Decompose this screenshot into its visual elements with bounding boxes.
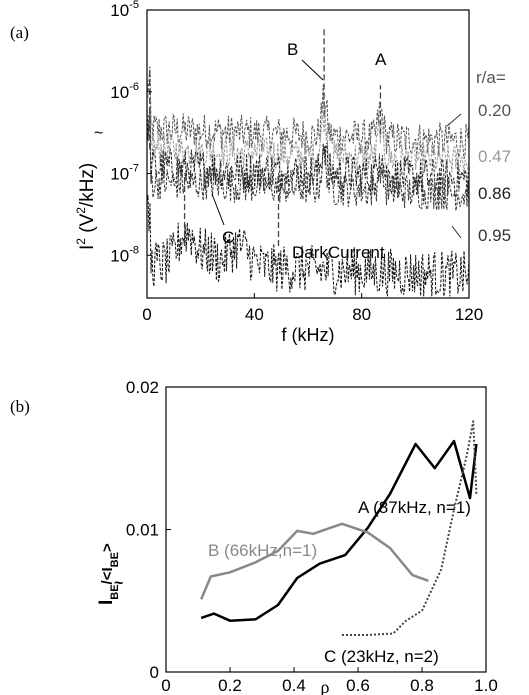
panel-b-y-axis-label: IBE/<IBE> <box>96 543 121 605</box>
panel-b-series-line <box>200 522 429 600</box>
legend-entry: 0.20 <box>478 101 511 120</box>
legend-arrow <box>446 113 462 127</box>
panel-a-x-tick-label: 0 <box>142 305 151 324</box>
panel-b-y-tick-label: 0.02 <box>126 378 159 397</box>
panel-b-x-tick-label: 0 <box>161 676 170 695</box>
panel-b-series-line <box>200 439 478 622</box>
legend-entry: 0.86 <box>478 184 511 203</box>
panel-a-x-tick-label: 40 <box>245 305 264 324</box>
panel-a-x-ticks: 0 40 80 120 <box>142 293 483 324</box>
panel-a: (a) 0 40 80 120 10-5 10-6 10-7 10-8 f (kHz) I2… <box>10 0 511 345</box>
panel-b-x-tick-label: 0.4 <box>282 676 306 695</box>
panel-b: (b) 0 0.2 0.4 0.6 0.8 1.0 0 0.01 0.02 ρ IBE/<IB… <box>10 378 498 695</box>
peak-annotation: A <box>375 50 387 69</box>
panel-b-y-tick-label: 0.01 <box>126 521 159 540</box>
panel-b-series-line <box>342 420 478 636</box>
panel-a-y-ticks: 10-5 10-6 10-7 10-8 <box>110 0 152 265</box>
series-label: C (23kHz, n=2) <box>324 647 439 666</box>
panel-b-y-tick-label: 0 <box>150 663 159 682</box>
peak-annotation: C <box>222 228 234 247</box>
annotation-arrow <box>211 193 225 226</box>
panel-a-x-tick-label: 120 <box>455 305 483 324</box>
panel-a-series-line <box>146 195 470 297</box>
svg-text:I2 (V2/kHz): I2 (V2/kHz) <box>74 163 98 250</box>
annotation-arrow <box>301 59 324 81</box>
panel-b-x-tick-label: 0.6 <box>346 676 370 695</box>
panel-a-y-tick-label: 10-7 <box>110 163 139 184</box>
dark-current-label: DarkCurrent <box>292 243 385 262</box>
panel-a-x-axis-label: f (kHz) <box>282 325 335 345</box>
panel-b-label: (b) <box>10 397 30 416</box>
legend-entry: 0.47 <box>478 147 511 166</box>
panel-a-series-line <box>146 66 470 160</box>
panel-a-y-tick-label: 10-5 <box>110 0 139 20</box>
panel-a-frame <box>146 9 470 299</box>
panel-a-y-tick-label: 10-8 <box>110 244 139 265</box>
legend-title: r/a= <box>476 68 506 87</box>
series-label: A (87kHz, n=1) <box>358 498 471 517</box>
panel-b-x-tick-label: 0.2 <box>218 676 242 695</box>
svg-text:IBE/<IBE>: IBE/<IBE> <box>96 543 121 605</box>
panel-a-y-axis-label: I2 (V2/kHz) <box>74 163 98 250</box>
panel-a-series-line <box>146 105 470 198</box>
panel-b-x-tick-label: 1.0 <box>474 676 498 695</box>
panel-b-x-axis-label: ρ <box>321 677 330 695</box>
panel-a-y-tick-label: 10-6 <box>110 81 139 102</box>
panel-a-legend: 0.20 0.47 0.86 0.95 <box>446 101 511 245</box>
panel-b-series-labels: A (87kHz, n=1) B (66kHz,n=1) C (23kHz, n=2… <box>208 498 471 666</box>
legend-entry: 0.95 <box>478 226 511 245</box>
panel-b-x-ticks: 0 0.2 0.4 0.6 0.8 1.0 <box>161 667 498 695</box>
panel-a-annotations: B A C DarkCurrent <box>211 40 387 262</box>
peak-annotation: B <box>287 40 298 59</box>
panel-b-x-tick-label: 0.8 <box>410 676 434 695</box>
panel-b-tilde: ~ <box>114 575 123 592</box>
legend-arrow <box>451 225 462 239</box>
series-label: B (66kHz,n=1) <box>208 541 317 560</box>
panel-a-x-tick-label: 80 <box>352 305 371 324</box>
panel-b-plot-area <box>200 420 478 636</box>
panel-a-label: (a) <box>10 23 29 42</box>
panel-a-series-line <box>146 122 470 211</box>
panel-a-tilde: ~ <box>94 125 103 142</box>
panel-a-plot-area <box>146 28 470 297</box>
panel-b-y-ticks: 0 0.01 0.02 <box>126 378 171 682</box>
